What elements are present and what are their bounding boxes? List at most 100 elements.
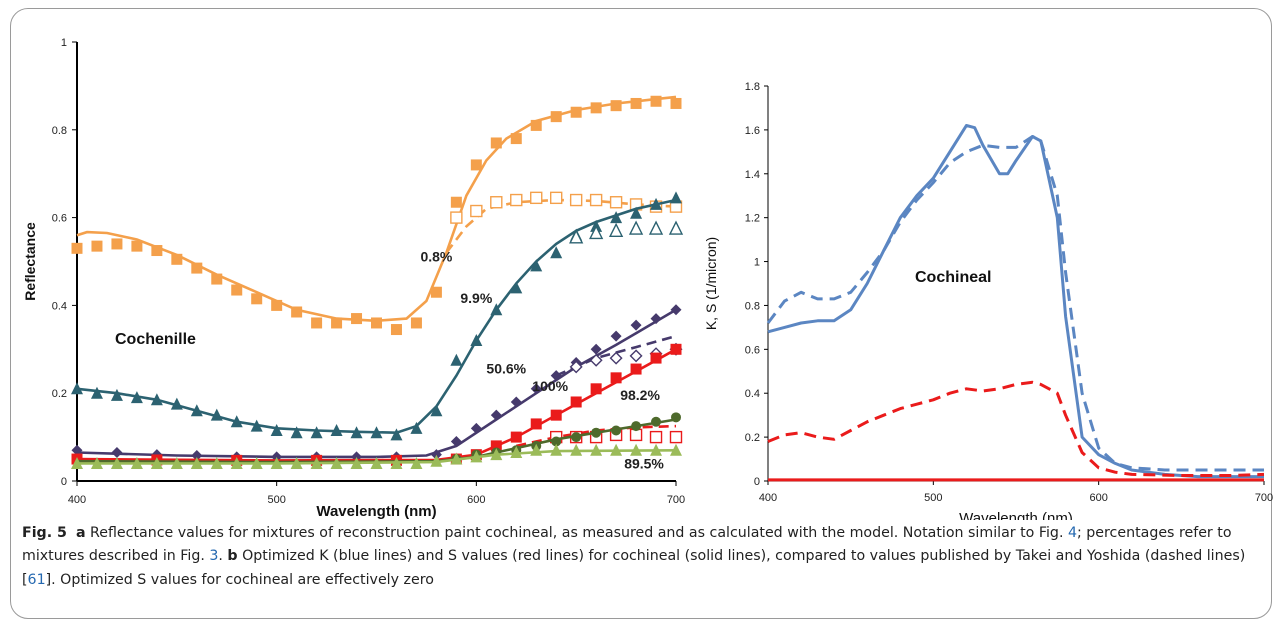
chart-a-y-tick-label: 0 xyxy=(61,476,67,488)
data-point xyxy=(650,352,662,364)
data-point xyxy=(591,427,602,438)
data-point xyxy=(71,382,83,395)
chart-b-x-tick-label: 700 xyxy=(1255,492,1273,504)
data-point xyxy=(131,240,143,252)
chart-a-series-2 xyxy=(71,191,682,441)
data-point xyxy=(410,456,423,469)
data-point xyxy=(230,456,243,469)
data-point xyxy=(151,245,163,257)
data-point xyxy=(170,397,183,410)
data-point xyxy=(270,456,283,469)
data-point xyxy=(631,421,642,432)
data-point xyxy=(490,137,502,149)
data-point xyxy=(569,229,584,244)
data-point xyxy=(610,372,622,384)
data-point xyxy=(410,317,422,329)
caption-b-text-2: ]. Optimized S values for cochineal are … xyxy=(45,571,434,588)
data-point xyxy=(610,211,623,224)
data-point xyxy=(609,196,623,209)
data-point xyxy=(569,360,583,374)
data-point xyxy=(650,313,662,325)
data-point xyxy=(670,343,682,355)
chart-a-series-label: 50.6% xyxy=(486,360,526,376)
chart-a-y-axis-title: Reflectance xyxy=(22,222,38,301)
data-point xyxy=(530,191,543,205)
data-point xyxy=(470,450,483,463)
data-point xyxy=(311,317,323,329)
data-point xyxy=(370,456,383,469)
data-point xyxy=(630,319,642,331)
data-point xyxy=(470,159,482,171)
data-point xyxy=(651,416,662,427)
chart-b-y-tick-label: 0.2 xyxy=(745,432,760,444)
data-point xyxy=(191,450,203,462)
data-point xyxy=(510,445,523,458)
data-point xyxy=(671,412,681,423)
chart-b-x-tick-label: 400 xyxy=(759,492,777,504)
data-point xyxy=(190,404,203,417)
caption-ref-fig4-link[interactable]: 4 xyxy=(1067,525,1077,541)
chart-a-x-tick-label: 500 xyxy=(267,494,285,506)
caption-ref-61-link[interactable]: 61 xyxy=(27,571,46,588)
data-point xyxy=(91,240,103,252)
data-point xyxy=(550,443,563,456)
chart-b-k-s: 0 0.2 0.4 0.6 0.8 1 1.2 1.4 1.6 1.8 400 500 600 700 K,… xyxy=(703,81,1273,520)
figure-frame xyxy=(10,8,1272,619)
data-point xyxy=(589,193,603,207)
data-point xyxy=(590,102,602,114)
chart-a-y-tick-label: 0.6 xyxy=(52,213,67,225)
caption-a-text-3: . xyxy=(218,548,228,565)
chart-a-series-3 xyxy=(569,220,684,244)
chart-b-y-tick-label: 1.6 xyxy=(745,125,760,137)
data-point xyxy=(590,343,602,355)
data-point xyxy=(330,456,343,469)
data-point xyxy=(551,436,562,447)
caption-ref-fig3-link[interactable]: 3 xyxy=(209,548,219,565)
data-point xyxy=(629,349,643,363)
data-point xyxy=(530,119,542,131)
data-point xyxy=(150,456,163,469)
data-point xyxy=(650,95,662,107)
chart-a-model-line xyxy=(76,198,677,435)
data-point xyxy=(670,304,682,316)
data-point xyxy=(170,456,183,469)
data-point xyxy=(530,383,542,395)
data-point xyxy=(71,444,83,456)
data-point xyxy=(71,456,83,469)
data-point xyxy=(291,306,303,318)
data-point xyxy=(430,449,442,461)
data-point xyxy=(669,430,683,444)
data-point xyxy=(571,432,582,443)
caption-b-text-1: Optimized K (blue lines) and S values (r… xyxy=(22,548,1246,588)
data-point xyxy=(670,443,682,456)
data-point xyxy=(630,97,642,109)
data-point xyxy=(250,456,263,469)
data-point xyxy=(370,426,383,439)
data-point xyxy=(310,456,323,469)
data-point xyxy=(390,456,403,469)
figure-caption: Fig. 5 a Reflectance values for mixtures… xyxy=(22,522,1267,592)
data-point xyxy=(371,317,382,329)
chart-b-series-0 xyxy=(767,124,1264,479)
data-point xyxy=(90,456,103,469)
chart-a-model-line xyxy=(445,198,677,254)
data-point xyxy=(430,286,442,298)
chart-b-y-tick-label: 0.8 xyxy=(745,300,760,312)
chart-b-series-3 xyxy=(767,380,1265,477)
data-point xyxy=(510,431,522,443)
data-point xyxy=(350,456,363,469)
data-point xyxy=(490,409,502,421)
data-point xyxy=(670,97,682,109)
data-point xyxy=(290,456,303,469)
data-point xyxy=(270,424,283,437)
data-point xyxy=(530,418,542,430)
data-point xyxy=(210,408,223,421)
chart-b-y-tick-label: 1.4 xyxy=(745,169,760,181)
data-point xyxy=(610,100,622,112)
chart-b-series-1 xyxy=(766,135,1264,472)
figure-charts: 0 0.2 0.4 0.6 0.8 1 400 500 600 700 Reflectance Wav… xyxy=(22,37,1273,520)
chart-a-x-axis-title: Wavelength (nm) xyxy=(316,503,436,520)
data-point xyxy=(450,353,463,366)
data-point xyxy=(650,443,663,456)
data-point xyxy=(630,363,642,375)
